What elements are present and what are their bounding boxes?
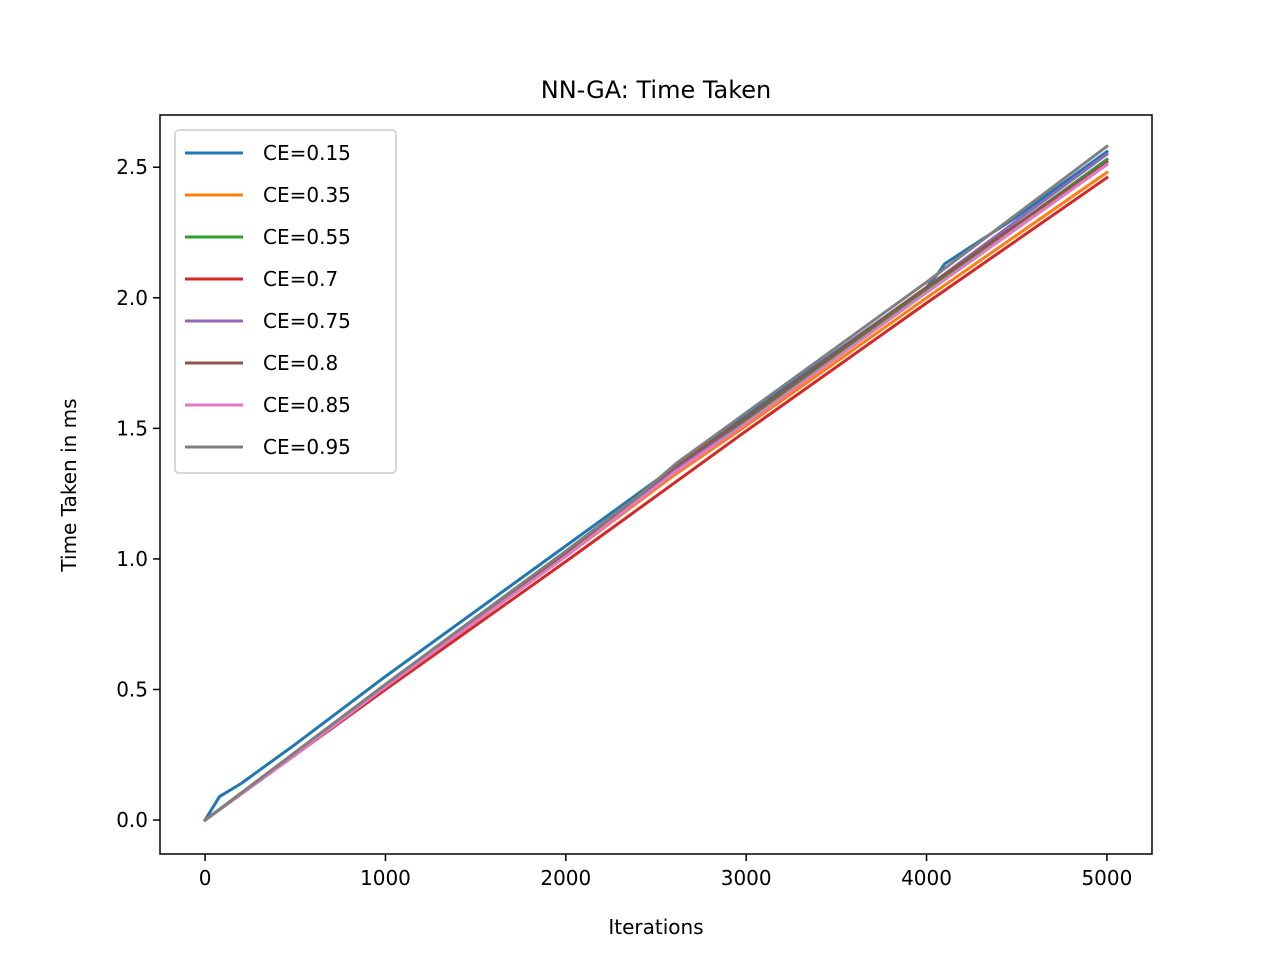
series-layer [202,144,1110,823]
y-tick-label: 2.0 [116,286,148,310]
x-tick-label: 5000 [1081,866,1132,890]
y-tick-label: 2.5 [116,155,148,179]
legend-label-7: CE=0.95 [263,435,351,459]
x-axis-title: Iterations [608,915,703,939]
y-tick-label: 1.0 [116,547,148,571]
x-tick-label: 0 [199,866,212,890]
x-tick-label: 3000 [721,866,772,890]
legend-label-1: CE=0.35 [263,183,351,207]
series-line-6 [202,162,1110,823]
legend-label-5: CE=0.8 [263,351,338,375]
y-tick-label: 0.0 [116,808,148,832]
legend: CE=0.15 CE=0.35 CE=0.55 CE=0.7 CE=0.75 CE=0.8… [174,129,397,474]
x-axis: 0 1000 2000 3000 4000 5000 [199,854,1132,890]
legend-label-6: CE=0.85 [263,393,351,417]
legend-label-3: CE=0.7 [263,267,338,291]
x-tick-label: 2000 [540,866,591,890]
legend-box [174,129,397,474]
y-tick-label: 1.5 [116,416,148,440]
legend-label-0: CE=0.15 [263,141,351,165]
legend-label-4: CE=0.75 [263,309,351,333]
y-axis: 0.0 0.5 1.0 1.5 2.0 2.5 [116,155,160,832]
x-tick-label: 4000 [901,866,952,890]
plot-area-frame [159,114,1153,855]
legend-label-2: CE=0.55 [263,225,351,249]
y-tick-label: 0.5 [116,677,148,701]
series-line-7 [202,144,1110,823]
chart-title: NN-GA: Time Taken [541,76,772,104]
y-axis-title: Time Taken in ms [57,398,81,572]
x-tick-label: 1000 [360,866,411,890]
